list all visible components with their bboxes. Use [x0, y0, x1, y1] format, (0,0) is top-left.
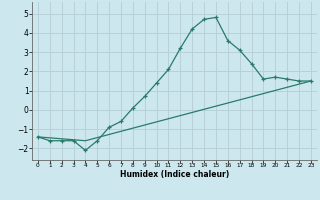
X-axis label: Humidex (Indice chaleur): Humidex (Indice chaleur): [120, 170, 229, 179]
